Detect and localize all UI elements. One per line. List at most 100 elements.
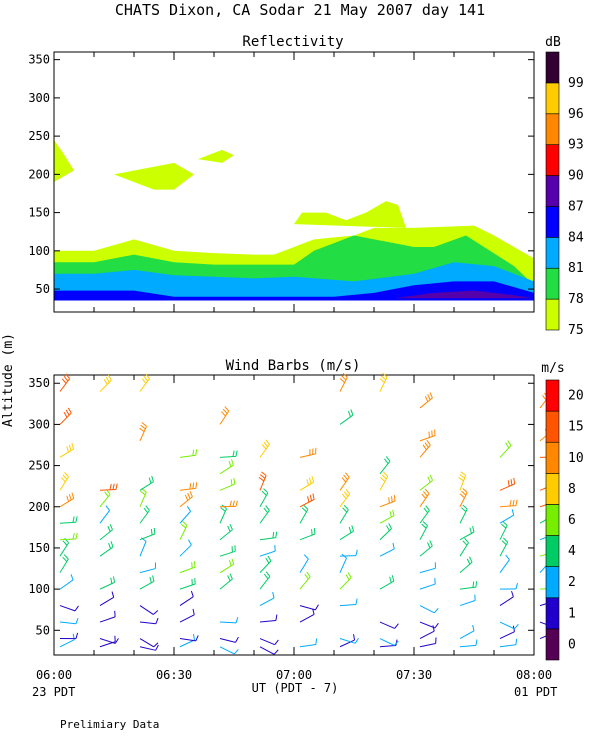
wind-barb-flag <box>472 581 475 588</box>
wind-barb-flag <box>65 373 71 380</box>
wind-ytick-label-250: 250 <box>28 459 50 473</box>
wind-barb-flag <box>380 477 386 482</box>
y-axis-label: Altitude (m) <box>1 333 16 427</box>
wind-barb-shaft <box>139 638 154 648</box>
wind-colorbar-label-3: 4 <box>568 544 576 559</box>
wind-barb-shaft <box>499 445 512 458</box>
wind-barb-flag <box>429 392 433 399</box>
reflectivity-axes: 50 100 150 200 250 300 350 <box>28 52 535 312</box>
wind-barb-flag <box>388 523 392 529</box>
wind-barb-flag <box>273 649 279 655</box>
wind-barb-flag <box>141 422 147 427</box>
wind-barb-flag <box>469 556 473 563</box>
wind-barb-flag <box>469 527 472 534</box>
wind-barb-flag <box>75 617 79 624</box>
wind-barb-flag <box>192 449 195 456</box>
wind-barb-flag <box>515 582 518 590</box>
x-axis-label: UT (PDT - 7) <box>252 681 339 695</box>
wind-barb-flag <box>422 444 427 450</box>
wind-barb-flag <box>71 492 75 499</box>
wind-barb-flag <box>224 406 230 412</box>
refl-ytick-label-200: 200 <box>28 167 50 181</box>
wind-barb-flag <box>109 483 112 490</box>
wind-barb-shaft <box>179 544 192 557</box>
wind-barb-flag <box>306 479 310 486</box>
wind-barb-flag <box>458 477 464 482</box>
wind-barb-flag <box>343 491 349 497</box>
wind-barb-flag <box>341 493 347 500</box>
wind-barb-flag <box>307 496 310 503</box>
wind-barb-shaft <box>459 586 476 590</box>
wind-barb-shaft <box>179 583 196 590</box>
wind-barb-flag <box>190 590 194 597</box>
wind-barb-flag <box>304 573 309 580</box>
wind-barb-shaft <box>299 613 315 623</box>
wind-barbs <box>59 372 559 655</box>
wind-barb-flag <box>424 395 429 402</box>
wind-barb-flag <box>109 524 114 530</box>
wind-barb-flag <box>180 523 187 529</box>
wind-barb-shaft <box>339 476 350 491</box>
wind-barb-shaft <box>219 550 236 557</box>
wind-barb-flag <box>515 499 518 506</box>
wind-barb-flag <box>259 474 266 479</box>
wind-barb-shaft <box>139 580 155 590</box>
wind-barb-flag <box>391 575 395 582</box>
wind-barb-flag <box>434 622 439 629</box>
wind-barb-flag <box>380 375 387 381</box>
wind-barb-flag <box>385 456 391 462</box>
wind-barb-shaft <box>259 537 276 541</box>
wind-barb-flag <box>392 542 395 550</box>
wind-ytick-label-150: 150 <box>28 541 50 555</box>
wind-barb-flag <box>507 440 512 446</box>
wind-barb-shaft <box>379 580 395 590</box>
wind-barb-flag <box>514 624 519 630</box>
wind-barb-shaft <box>99 596 114 607</box>
wind-barb-shaft <box>259 475 267 491</box>
wind-barb-flag <box>105 376 110 383</box>
wind-barb-flag <box>193 561 196 568</box>
wind-barb-flag <box>303 554 309 560</box>
wind-barb-shaft <box>219 483 235 491</box>
wind-axes: 50 100 150 200 250 300 350 06:00 06:30 07:00 07:30… <box>28 375 552 682</box>
wind-barb-flag <box>155 644 159 651</box>
wind-barb-flag <box>145 505 150 511</box>
wind-barb-flag <box>301 507 307 513</box>
wind-barb-shaft <box>219 464 234 475</box>
wind-barb-shaft <box>139 568 156 574</box>
wind-colorbar-swatch-2 <box>545 566 560 599</box>
wind-barb-flag <box>261 444 267 450</box>
wind-barb-flag <box>222 408 228 414</box>
preliminary-note: Prelimiary Data <box>60 718 159 731</box>
wind-barb-shaft <box>299 453 316 458</box>
wind-barb-flag <box>384 458 389 464</box>
wind-barb-shaft <box>259 646 275 655</box>
wind-ytick-label-300: 300 <box>28 417 50 431</box>
wind-barb-flag <box>68 444 72 451</box>
wind-barb-flag <box>187 539 192 546</box>
wind-barb-flag <box>263 441 269 448</box>
wind-barb-flag <box>464 537 469 543</box>
wind-barb-shaft <box>99 581 115 590</box>
wind-barb-flag <box>263 573 269 580</box>
wind-barb-flag <box>461 490 467 496</box>
wind-barb-flag <box>426 439 431 446</box>
wind-barb-flag <box>354 637 359 644</box>
wind-barb-flag <box>67 407 72 414</box>
wind-barb-shaft <box>59 621 76 625</box>
wind-barb-shaft <box>139 605 154 615</box>
wind-barb-flag <box>424 442 429 448</box>
wind-barb-flag <box>221 411 226 417</box>
wind-barb-flag <box>192 482 195 489</box>
wind-barb-shaft <box>219 508 228 524</box>
wind-barb-flag <box>342 507 348 513</box>
wind-barb-flag <box>513 477 516 484</box>
wind-barb-flag <box>63 554 69 560</box>
wind-barb-flag <box>343 474 348 481</box>
wind-colorbar-swatch-1 <box>545 597 560 630</box>
wind-barb-shaft <box>419 630 435 639</box>
wind-barb-flag <box>460 471 466 476</box>
wind-barb-flag <box>70 574 74 581</box>
wind-barb-flag <box>265 571 271 577</box>
wind-barb-flag <box>386 525 390 531</box>
